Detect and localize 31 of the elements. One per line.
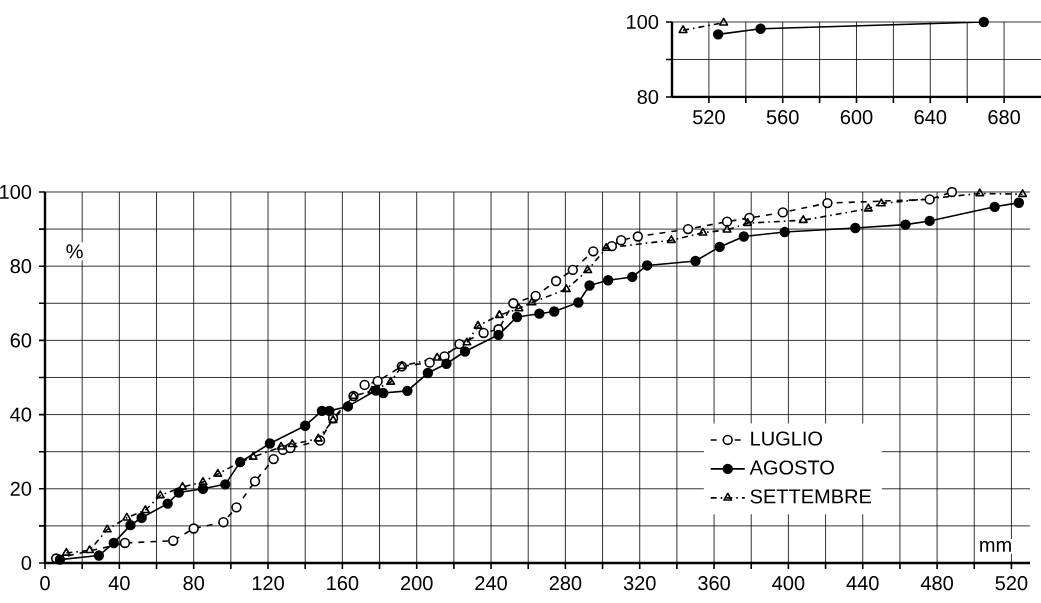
y-tick-label: 100 (0, 184, 32, 200)
x-tick-label: 400 (772, 576, 805, 591)
y-tick-label: 100 (627, 14, 659, 30)
y-tick-label: 60 (10, 333, 32, 348)
legend-label: SETTEMBRE (750, 489, 871, 504)
x-tick-label: 280 (549, 576, 582, 591)
x-axis-title: mm (980, 540, 1011, 552)
x-tick-label: 120 (252, 576, 284, 591)
x-tick-label: 240 (475, 576, 507, 591)
x-tick-label: 520 (693, 110, 725, 125)
x-tick-label: 160 (327, 576, 359, 591)
x-tick-label: 520 (995, 576, 1028, 591)
x-tick-label: 440 (846, 576, 879, 591)
x-tick-label: 80 (183, 576, 205, 591)
x-tick-label: 480 (920, 576, 953, 591)
x-tick-label: 640 (914, 110, 947, 125)
x-tick-label: 320 (623, 576, 656, 591)
x-tick-label: 600 (840, 110, 873, 125)
y-tick-label: 20 (10, 481, 32, 496)
y-axis-title: % (66, 244, 83, 259)
y-tick-label: 40 (10, 407, 32, 422)
y-tick-label: 0 (21, 555, 32, 571)
x-tick-label: 0 (40, 576, 50, 591)
x-tick-label: 360 (698, 576, 730, 591)
x-tick-label: 40 (108, 576, 130, 591)
x-tick-label: 560 (766, 110, 799, 125)
legend-label: LUGLIO (751, 431, 823, 446)
legend-label: AGOSTO (749, 460, 834, 475)
x-tick-label: 680 (988, 110, 1020, 125)
x-tick-label: 200 (401, 576, 433, 591)
y-tick-label: 80 (10, 259, 32, 274)
